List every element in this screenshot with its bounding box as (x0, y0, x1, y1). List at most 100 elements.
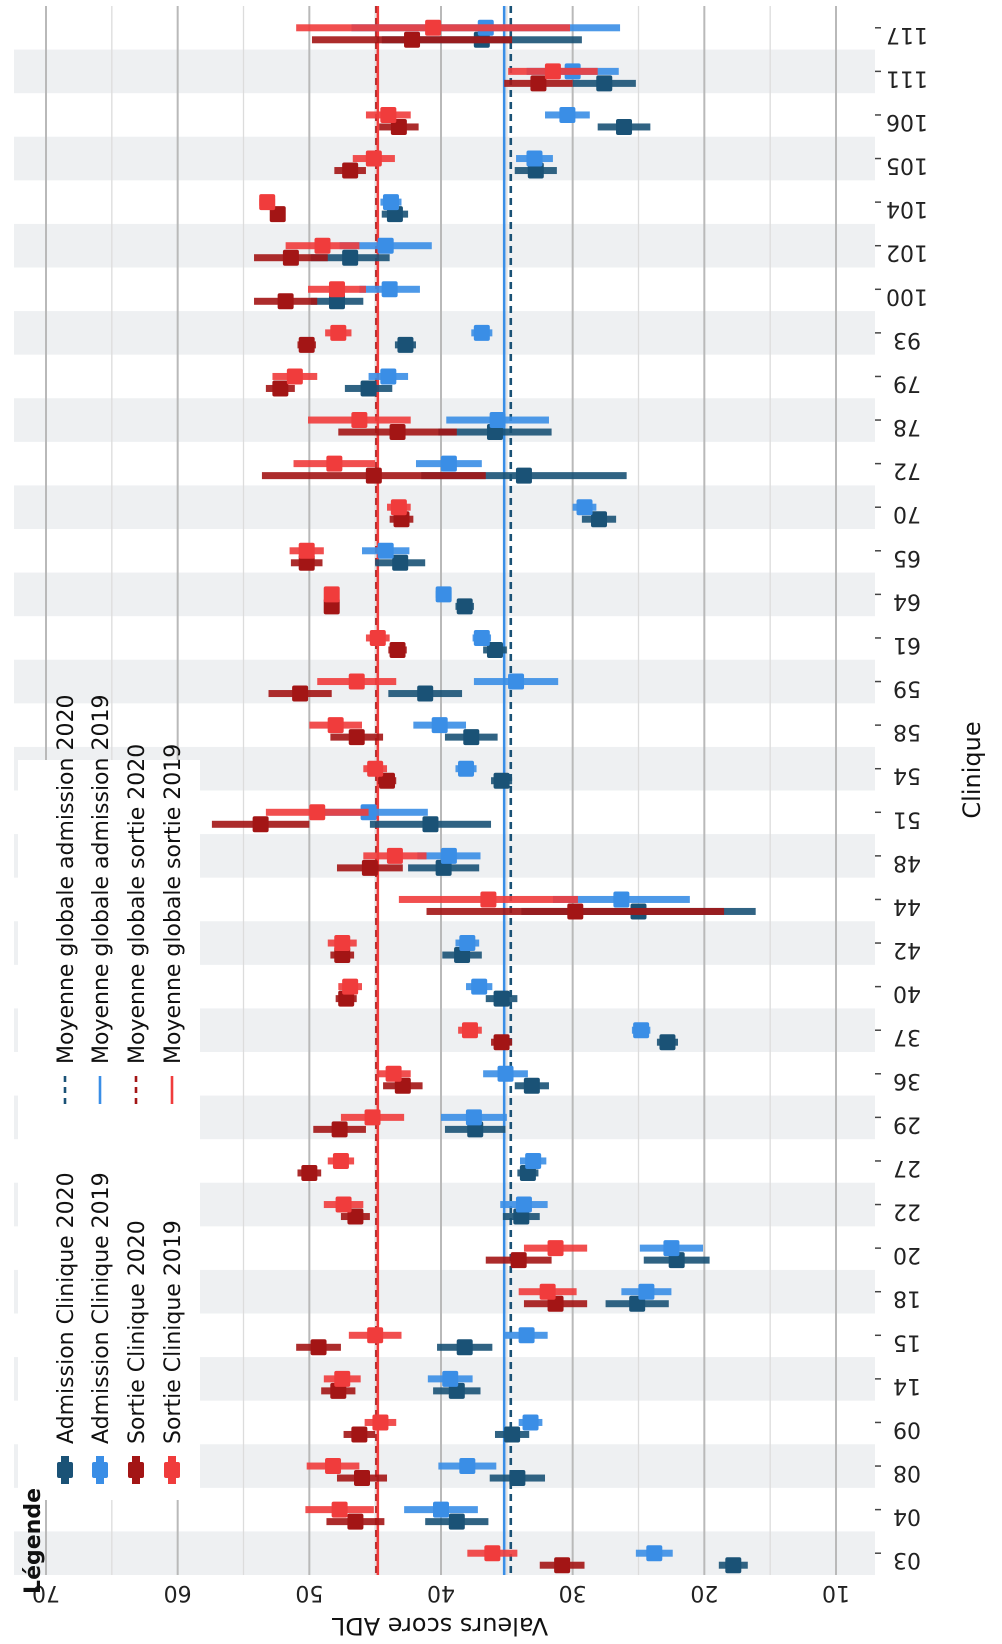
point-20-s3 (510, 1252, 527, 1269)
point-51-s2 (360, 804, 377, 821)
point-78-s2 (489, 412, 506, 429)
point-117-s3 (404, 31, 421, 48)
point-72-s2 (440, 455, 457, 472)
point-27-s3 (301, 1164, 318, 1181)
legend-label-1: Admission Clinique 2020 (54, 1172, 79, 1444)
point-65-s4 (298, 542, 315, 559)
point-29-s3 (331, 1121, 348, 1138)
category-tick-label-102: 102 (886, 240, 928, 265)
point-93-s2 (473, 324, 490, 341)
point-105-s3 (342, 162, 359, 179)
point-106-s4 (380, 106, 397, 123)
point-59-s4 (348, 673, 365, 690)
legend-key-point-4 (164, 1462, 180, 1478)
point-100-s2 (381, 281, 398, 298)
category-tick-label-37: 37 (893, 1024, 921, 1049)
point-42-s2 (459, 935, 476, 952)
legend-label-5: Moyenne globale admission 2020 (54, 695, 79, 1064)
point-15-s2 (518, 1327, 535, 1344)
point-111-s4 (544, 63, 561, 80)
category-tick-label-106: 106 (886, 109, 928, 134)
data-marks (211, 19, 756, 1574)
category-band-102 (14, 223, 875, 268)
point-48-s3 (361, 859, 378, 876)
point-08-s2 (459, 1458, 476, 1475)
point-93-s1 (397, 336, 414, 353)
point-72-s4 (326, 455, 343, 472)
point-104-s4 (259, 194, 276, 211)
legend-label-3: Sortie Clinique 2020 (125, 1220, 150, 1444)
point-58-s4 (327, 717, 344, 734)
point-64-s2 (435, 586, 452, 603)
category-tick-label-64: 64 (893, 588, 921, 613)
category-tick-label-78: 78 (893, 414, 921, 439)
point-54-s3 (379, 772, 396, 789)
category-tick-label-42: 42 (893, 937, 921, 962)
point-03-s4 (484, 1545, 501, 1562)
point-48-s4 (386, 847, 403, 864)
point-29-s2 (465, 1109, 482, 1126)
legend-label-6: Moyenne globale admission 2019 (89, 695, 114, 1064)
legend-title: Légende (21, 1488, 46, 1594)
category-tick-label-65: 65 (893, 545, 921, 570)
point-64-s1 (456, 598, 473, 615)
point-22-s2 (515, 1196, 532, 1213)
point-70-s2 (576, 499, 593, 516)
point-61-s2 (473, 629, 490, 646)
category-tick-label-22: 22 (893, 1199, 921, 1224)
value-tick-label-50: 50 (295, 1580, 323, 1605)
legend-box (18, 760, 200, 1500)
point-59-s3 (292, 685, 309, 702)
point-111-s3 (530, 75, 547, 92)
point-36-s1 (523, 1077, 540, 1094)
point-58-s3 (348, 729, 365, 746)
point-03-s3 (554, 1557, 571, 1574)
category-band-70 (14, 485, 875, 529)
category-tick-label-14: 14 (893, 1373, 921, 1398)
point-79-s4 (286, 368, 303, 385)
point-15-s1 (456, 1339, 473, 1356)
value-tick-label-40: 40 (427, 1580, 455, 1605)
category-tick-label-09: 09 (893, 1416, 921, 1441)
legend-label-4: Sortie Clinique 2019 (161, 1220, 186, 1444)
legend-label-8: Moyenne globale sortie 2019 (161, 744, 186, 1064)
point-93-s3 (298, 336, 315, 353)
point-79-s2 (380, 368, 397, 385)
point-54-s4 (367, 760, 384, 777)
point-70-s1 (591, 511, 607, 528)
series-3 (211, 31, 725, 1574)
category-tick-label-20: 20 (893, 1242, 921, 1267)
category-tick-label-93: 93 (893, 327, 921, 352)
point-27-s4 (332, 1152, 349, 1169)
point-18-s2 (638, 1283, 655, 1300)
point-20-s4 (547, 1240, 564, 1257)
category-tick-label-36: 36 (893, 1068, 921, 1093)
point-61-s3 (389, 641, 406, 658)
point-27-s2 (525, 1152, 542, 1169)
value-tick-label-70: 70 (32, 1580, 60, 1605)
category-tick-label-105: 105 (886, 153, 928, 178)
category-axis-title: Clinique (958, 721, 986, 818)
point-78-s4 (351, 412, 368, 429)
category-tick-label-117: 117 (886, 22, 928, 47)
point-93-s4 (330, 324, 347, 341)
point-04-s4 (331, 1501, 348, 1518)
point-36-s4 (385, 1065, 402, 1082)
point-22-s3 (347, 1208, 364, 1225)
point-18-s4 (539, 1283, 556, 1300)
point-106-s3 (390, 118, 407, 135)
legend-key-point-1 (57, 1462, 73, 1478)
point-100-s3 (277, 293, 294, 310)
point-104-s2 (382, 194, 399, 211)
point-61-s1 (486, 641, 503, 658)
point-09-s3 (351, 1426, 368, 1443)
point-100-s4 (328, 281, 345, 298)
point-54-s2 (458, 760, 475, 777)
value-tick-label-20: 20 (690, 1580, 718, 1605)
point-37-s2 (633, 1022, 650, 1039)
value-axis-title: Valeurs score ADL (331, 1612, 548, 1640)
point-106-s1 (616, 118, 633, 135)
legend-label-2: Admission Clinique 2019 (89, 1172, 114, 1444)
point-08-s1 (509, 1470, 526, 1487)
